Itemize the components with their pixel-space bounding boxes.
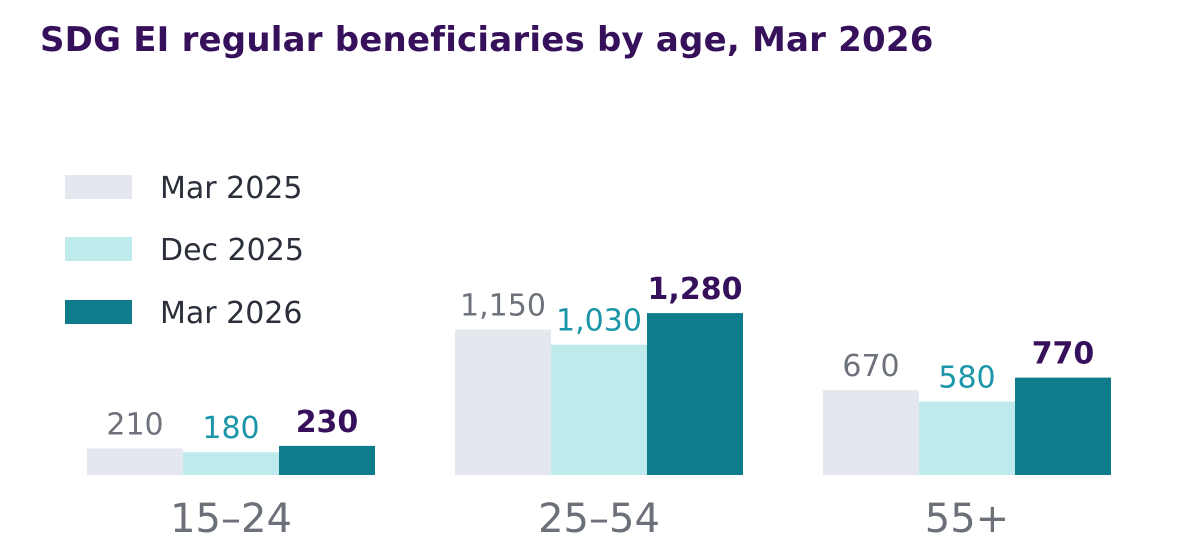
legend-label-3: Mar 2026 [160, 296, 303, 331]
chart-title: SDG EI regular beneficiaries by age, Mar… [40, 20, 934, 60]
legend-swatch-1 [65, 175, 132, 199]
value-label-2-3: 1,280 [648, 272, 743, 307]
bar-3-3 [1015, 377, 1111, 475]
bar-3-1 [823, 390, 919, 475]
bar-2-1 [455, 329, 551, 475]
value-label-1-3: 230 [296, 405, 359, 440]
legend-label-2: Dec 2025 [160, 233, 304, 268]
legend-swatch-2 [65, 237, 132, 261]
value-label-1-1: 210 [106, 407, 163, 442]
value-label-3-3: 770 [1032, 337, 1095, 372]
bar-2-2 [551, 344, 647, 475]
value-label-3-2: 580 [938, 361, 995, 396]
category-label-2: 25–54 [538, 496, 660, 540]
value-label-2-2: 1,030 [556, 304, 642, 339]
value-label-3-1: 670 [842, 349, 899, 384]
category-label-1: 15–24 [170, 496, 292, 540]
value-label-1-2: 180 [202, 411, 259, 446]
category-label-3: 55+ [925, 496, 1009, 540]
legend-label-1: Mar 2025 [160, 171, 303, 206]
bar-3-2 [919, 401, 1015, 475]
value-label-2-1: 1,150 [460, 289, 546, 324]
bar-1-3 [279, 445, 375, 475]
bar-1-2 [183, 452, 279, 475]
legend-swatch-3 [65, 300, 132, 324]
bar-1-1 [87, 448, 183, 475]
bar-2-3 [647, 313, 743, 475]
